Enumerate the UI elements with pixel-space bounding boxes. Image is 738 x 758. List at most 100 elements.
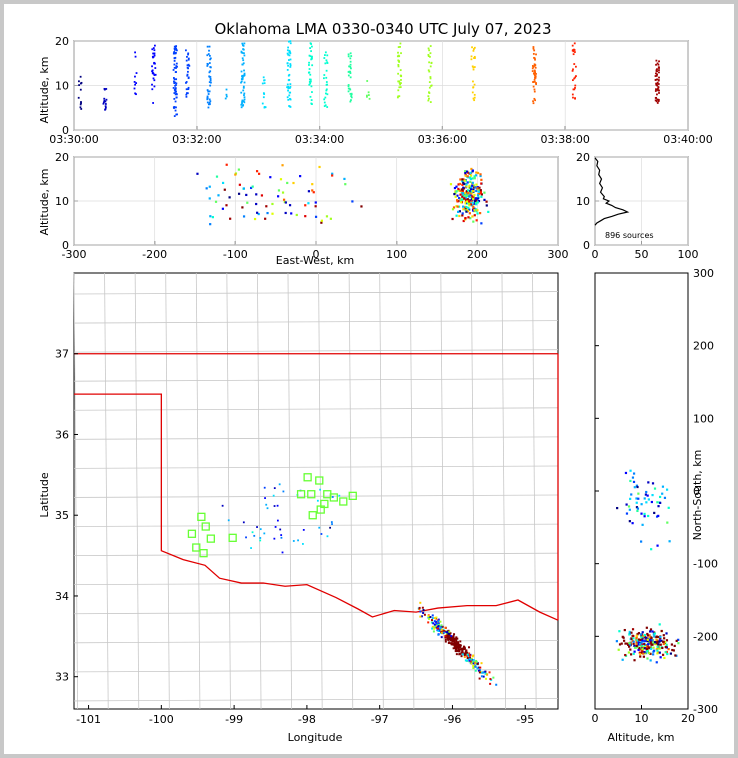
altitude-north-south-panel: 0 10 20-300 -200 -100 0 100 200 300 (592, 267, 718, 725)
lightning-source-point (259, 537, 262, 539)
lightning-source-point (237, 168, 240, 171)
lightning-source-point (174, 93, 177, 96)
lightning-source-point (134, 55, 137, 58)
lightning-source-point (574, 51, 576, 53)
lightning-source-point (422, 611, 425, 614)
lightning-source-point (644, 652, 647, 655)
lightning-source-point (207, 63, 209, 66)
lightning-source-point (154, 67, 157, 69)
lightning-source-point (452, 636, 455, 639)
lightning-source-point (456, 205, 459, 208)
lightning-source-point (454, 644, 457, 647)
lightning-source-point (470, 167, 473, 171)
lightning-source-point (225, 88, 228, 91)
lightning-source-point (288, 87, 291, 89)
lightning-source-point (447, 635, 450, 638)
lightning-source-point (468, 200, 471, 203)
lightning-source-point (484, 672, 487, 675)
lightning-source-point (255, 193, 258, 196)
lightning-source-point (642, 655, 645, 658)
lightning-source-point (440, 628, 443, 631)
lightning-source-point (325, 81, 328, 83)
lightning-source-point (470, 662, 473, 665)
figure-canvas: Oklahoma LMA 0330-0340 UTC July 07, 2023… (38, 20, 718, 744)
lightning-source-point (456, 199, 459, 202)
county-line (73, 349, 559, 353)
lightning-source-point (173, 47, 176, 50)
county-line (470, 272, 476, 710)
lightning-source-point (292, 540, 295, 542)
lightning-source-point (658, 623, 661, 626)
lightning-source-point (653, 511, 656, 515)
lightning-source-point (444, 640, 447, 643)
lightning-source-point (240, 78, 243, 80)
lightning-source-point (241, 102, 243, 105)
lightning-source-point (437, 623, 440, 626)
lightning-source-point (458, 214, 461, 218)
lightning-source-point (472, 205, 475, 209)
lightning-source-point (633, 659, 636, 662)
lightning-source-point (399, 69, 402, 71)
lightning-source-point (647, 643, 650, 646)
lightning-source-point (458, 653, 461, 656)
lightning-source-point (427, 621, 430, 624)
lightning-source-point (574, 97, 576, 100)
lma-station-marker (206, 534, 215, 543)
lightning-source-point (347, 87, 350, 90)
lightning-source-point (534, 64, 537, 66)
lightning-source-point (318, 526, 321, 529)
county-line (73, 494, 559, 498)
lightning-source-point (175, 78, 178, 81)
x-tick-label: -101 (76, 713, 101, 726)
lightning-source-point (187, 57, 190, 60)
lightning-source-point (480, 195, 483, 198)
lightning-source-point (225, 95, 228, 98)
lightning-source-point (478, 671, 481, 674)
lightning-source-point (463, 179, 466, 182)
lightning-source-point (651, 482, 655, 485)
lightning-source-point (469, 177, 472, 181)
lightning-source-point (175, 65, 178, 67)
lightning-source-point (645, 490, 648, 494)
lightning-source-point (187, 86, 190, 89)
lma-station-marker (187, 529, 197, 538)
lightning-source-point (622, 639, 626, 642)
lightning-source-point (262, 92, 265, 95)
lightning-source-point (657, 89, 660, 92)
lightning-source-point (473, 55, 476, 58)
lightning-source-point (451, 208, 455, 211)
lightning-source-point (456, 642, 459, 645)
lightning-source-point (295, 213, 298, 217)
lightning-source-point (208, 197, 211, 200)
x-tick-label: 03:38:00 (540, 133, 589, 146)
lightning-source-point (641, 645, 644, 648)
lightning-source-point (630, 493, 633, 496)
lightning-source-point (468, 658, 471, 661)
lightning-source-point (629, 497, 632, 500)
lightning-source-point (309, 82, 312, 85)
lightning-source-point (330, 521, 333, 523)
lma-station-marker (303, 473, 312, 482)
lightning-source-point (234, 173, 237, 176)
lightning-source-point (173, 82, 176, 85)
lightning-source-point (309, 78, 312, 81)
lightning-source-point (105, 98, 108, 101)
lightning-source-point (655, 63, 657, 66)
lightning-source-point (174, 91, 177, 93)
lightning-source-point (647, 498, 650, 501)
lightning-source-point (175, 67, 177, 69)
lightning-source-point (421, 606, 424, 609)
lightning-source-point (472, 184, 476, 187)
lightning-source-point (471, 660, 474, 663)
lightning-source-point (656, 81, 659, 84)
lightning-source-point (103, 88, 106, 91)
county-line (73, 465, 559, 469)
lightning-source-point (635, 506, 639, 509)
lightning-source-point (652, 653, 655, 656)
lightning-source-point (495, 683, 498, 686)
lightning-source-point (477, 190, 480, 193)
lightning-source-point (281, 164, 284, 167)
lightning-source-point (457, 183, 460, 186)
lightning-source-point (639, 644, 642, 647)
lightning-source-point (468, 212, 471, 215)
